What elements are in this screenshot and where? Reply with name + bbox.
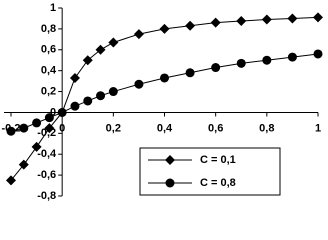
- marker: [134, 79, 144, 89]
- legend-label: C = 0,8: [200, 177, 236, 189]
- x-tick-label: 0,2: [106, 122, 121, 134]
- marker: [236, 16, 247, 27]
- marker: [165, 155, 175, 165]
- y-tick-label: 0,8: [41, 23, 56, 35]
- marker: [313, 49, 323, 59]
- marker: [185, 68, 195, 78]
- x-tick-label: 0: [59, 122, 65, 134]
- marker: [262, 55, 272, 65]
- marker: [287, 52, 297, 62]
- x-tick-label: 0,4: [157, 122, 173, 134]
- x-tick-label: 0,6: [208, 122, 223, 134]
- y-tick-label: -0,8: [37, 190, 56, 202]
- marker: [261, 14, 272, 25]
- marker: [57, 107, 67, 117]
- y-tick-label: 0: [50, 106, 56, 118]
- marker: [83, 96, 93, 106]
- marker: [211, 63, 221, 73]
- legend-label: C = 0,1: [200, 154, 236, 166]
- x-tick-label: 1: [315, 122, 321, 134]
- marker: [18, 159, 29, 170]
- marker: [160, 73, 169, 83]
- marker: [69, 72, 80, 83]
- marker: [210, 17, 221, 28]
- marker: [31, 141, 42, 152]
- marker: [44, 113, 54, 123]
- marker: [287, 13, 298, 24]
- marker: [95, 44, 106, 55]
- x-tick-label: 0,8: [259, 122, 274, 134]
- legend-box: [139, 147, 281, 196]
- marker: [6, 126, 16, 136]
- marker: [159, 23, 170, 34]
- y-tick-label: 0,2: [41, 85, 56, 97]
- series-line: [10, 53, 319, 132]
- marker: [133, 29, 144, 40]
- chart: -0,8-0,6-0,4-0,200,20,40,60,81-0,200,20,…: [2, 2, 323, 202]
- marker: [165, 178, 175, 188]
- y-tick-label: 0,6: [41, 44, 56, 56]
- y-tick-label: 0,4: [41, 65, 57, 77]
- marker: [96, 91, 106, 101]
- marker: [70, 101, 80, 111]
- marker: [82, 55, 93, 66]
- marker: [19, 123, 29, 133]
- y-tick-label: -0,6: [37, 169, 56, 181]
- y-tick-label: 1: [50, 2, 56, 14]
- marker: [236, 58, 246, 68]
- marker: [32, 118, 42, 128]
- marker: [185, 20, 196, 31]
- marker: [44, 123, 55, 134]
- marker: [108, 87, 118, 97]
- marker: [108, 37, 119, 48]
- marker: [6, 175, 16, 186]
- y-tick-label: -0,4: [37, 148, 57, 160]
- marker: [313, 12, 323, 23]
